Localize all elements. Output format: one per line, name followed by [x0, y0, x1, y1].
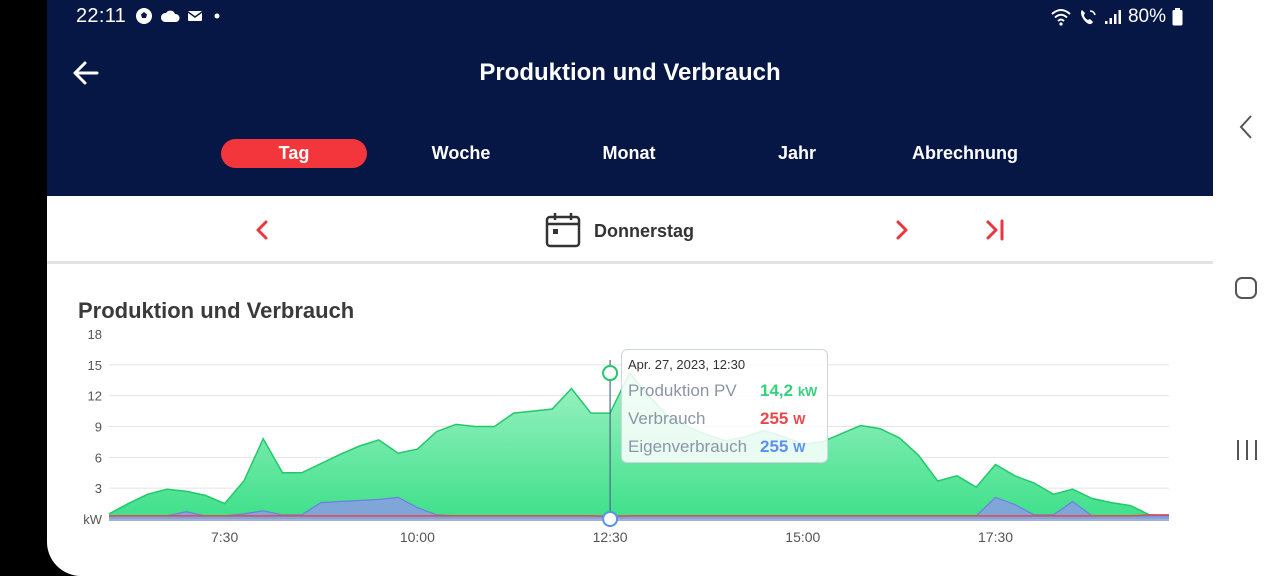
- tooltip-date: Apr. 27, 2023, 12:30: [628, 357, 746, 372]
- x-tick-label: 12:30: [593, 529, 628, 545]
- battery-icon: [1172, 8, 1183, 26]
- period-tabs: Tag Woche Monat Jahr Abrechnung: [47, 139, 1213, 169]
- x-tick-label: 7:30: [211, 529, 238, 545]
- y-tick-label: 12: [88, 389, 102, 404]
- tooltip-value-production: 14,2 kW: [760, 381, 817, 401]
- status-time: 22:11: [76, 5, 127, 27]
- y-tick-label: 9: [95, 420, 102, 435]
- notification-icons: [135, 7, 224, 25]
- tab-jahr[interactable]: Jahr: [777, 143, 817, 163]
- y-axis-label: kW: [83, 512, 103, 527]
- system-recents-icon[interactable]: [1235, 438, 1259, 462]
- system-back-icon[interactable]: [1237, 114, 1255, 140]
- tooltip-label-self-consumption: Eigenverbrauch: [628, 437, 748, 456]
- tooltip-value-consumption-number: 255: [760, 409, 789, 428]
- y-tick-label: 18: [88, 327, 102, 342]
- calendar-icon[interactable]: [545, 212, 581, 248]
- tooltip-unit-consumption: W: [793, 412, 806, 427]
- x-tick-label: 17:30: [978, 529, 1013, 545]
- tooltip-unit-self-consumption: W: [793, 440, 806, 455]
- tooltip-value-self-consumption: 255 W: [760, 437, 805, 457]
- chart-title: Produktion und Verbrauch: [78, 298, 355, 323]
- app-screen: 22:11 80% Produktion und Verbrauch Tag W…: [47, 0, 1213, 576]
- wifi-call-icon: [1081, 10, 1096, 25]
- header: 22:11 80% Produktion und Verbrauch Tag W…: [47, 0, 1213, 196]
- tooltip-label-consumption: Verbrauch: [628, 409, 706, 428]
- x-tick-label: 15:00: [785, 529, 820, 545]
- tab-abrechnung[interactable]: Abrechnung: [912, 143, 1018, 163]
- dot-icon: [214, 13, 220, 19]
- wifi-icon: [1051, 9, 1071, 26]
- x-tick-label: 10:00: [400, 529, 435, 545]
- next-day-button[interactable]: [888, 217, 914, 243]
- y-tick-label: 6: [95, 450, 102, 465]
- tooltip-value-self-consumption-number: 255: [760, 437, 789, 456]
- tab-monat[interactable]: Monat: [602, 143, 656, 163]
- battery-percent: 80%: [1127, 6, 1166, 27]
- highlight-point-production: [602, 365, 619, 382]
- system-status-icons: 80%: [1050, 6, 1183, 28]
- mail-icon: [187, 11, 203, 21]
- highlight-point-self-consumption: [602, 511, 619, 527]
- soccer-ball-icon: [136, 8, 152, 24]
- page-title: Produktion und Verbrauch: [479, 59, 781, 86]
- date-navigator: Donnerstag: [47, 196, 1213, 264]
- tooltip-unit-production: kW: [797, 384, 818, 399]
- cloud-icon: [160, 10, 180, 22]
- tooltip-value-consumption: 255 W: [760, 409, 805, 429]
- previous-day-button[interactable]: [250, 217, 276, 243]
- back-arrow-icon[interactable]: [71, 58, 101, 88]
- tooltip-value-production-number: 14,2: [760, 381, 794, 400]
- y-tick-label: 3: [95, 481, 102, 496]
- signal-icon: [1104, 10, 1121, 24]
- y-tick-label: 15: [88, 358, 102, 373]
- status-bar: 22:11 80%: [47, 0, 1213, 33]
- tooltip-label-production: Produktion PV: [628, 381, 737, 400]
- selected-day-label[interactable]: Donnerstag: [594, 221, 695, 241]
- series-area-self-consumption: [109, 497, 1169, 519]
- tab-woche[interactable]: Woche: [431, 143, 491, 163]
- system-home-icon[interactable]: [1234, 276, 1258, 300]
- system-navigation-bar: [1213, 0, 1280, 576]
- tab-tag[interactable]: Tag: [221, 139, 367, 168]
- jump-to-today-button[interactable]: [982, 217, 1008, 243]
- series-line-consumption: [109, 514, 1169, 518]
- chart-tooltip: Apr. 27, 2023, 12:30 Produktion PV 14,2 …: [621, 349, 828, 463]
